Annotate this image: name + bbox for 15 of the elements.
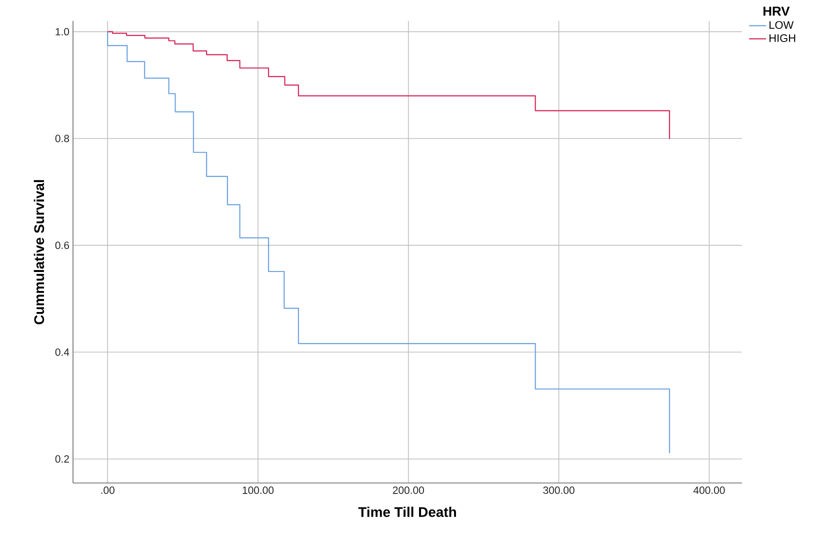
x-tick-label: 300.00	[543, 486, 574, 494]
x-tick-label: 100.00	[242, 486, 274, 494]
x-tick-label: 200.00	[392, 486, 424, 494]
x-tick-label: .00	[101, 486, 114, 494]
x-tick-label: 400.00	[693, 486, 725, 494]
y-axis-title: Cummulative Survival	[34, 180, 44, 324]
legend-label: LOW	[770, 21, 794, 29]
y-tick-label: 0.2	[55, 455, 69, 463]
x-axis-title: Time Till Death	[358, 506, 456, 518]
y-tick-label: 0.4	[55, 348, 70, 356]
y-tick-label: 0.8	[55, 134, 70, 142]
y-tick-label: 0.6	[55, 242, 70, 250]
y-tick-label: 1.0	[56, 28, 70, 36]
legend-label: HIGH	[770, 34, 796, 42]
legend-title: HRV	[764, 6, 790, 16]
